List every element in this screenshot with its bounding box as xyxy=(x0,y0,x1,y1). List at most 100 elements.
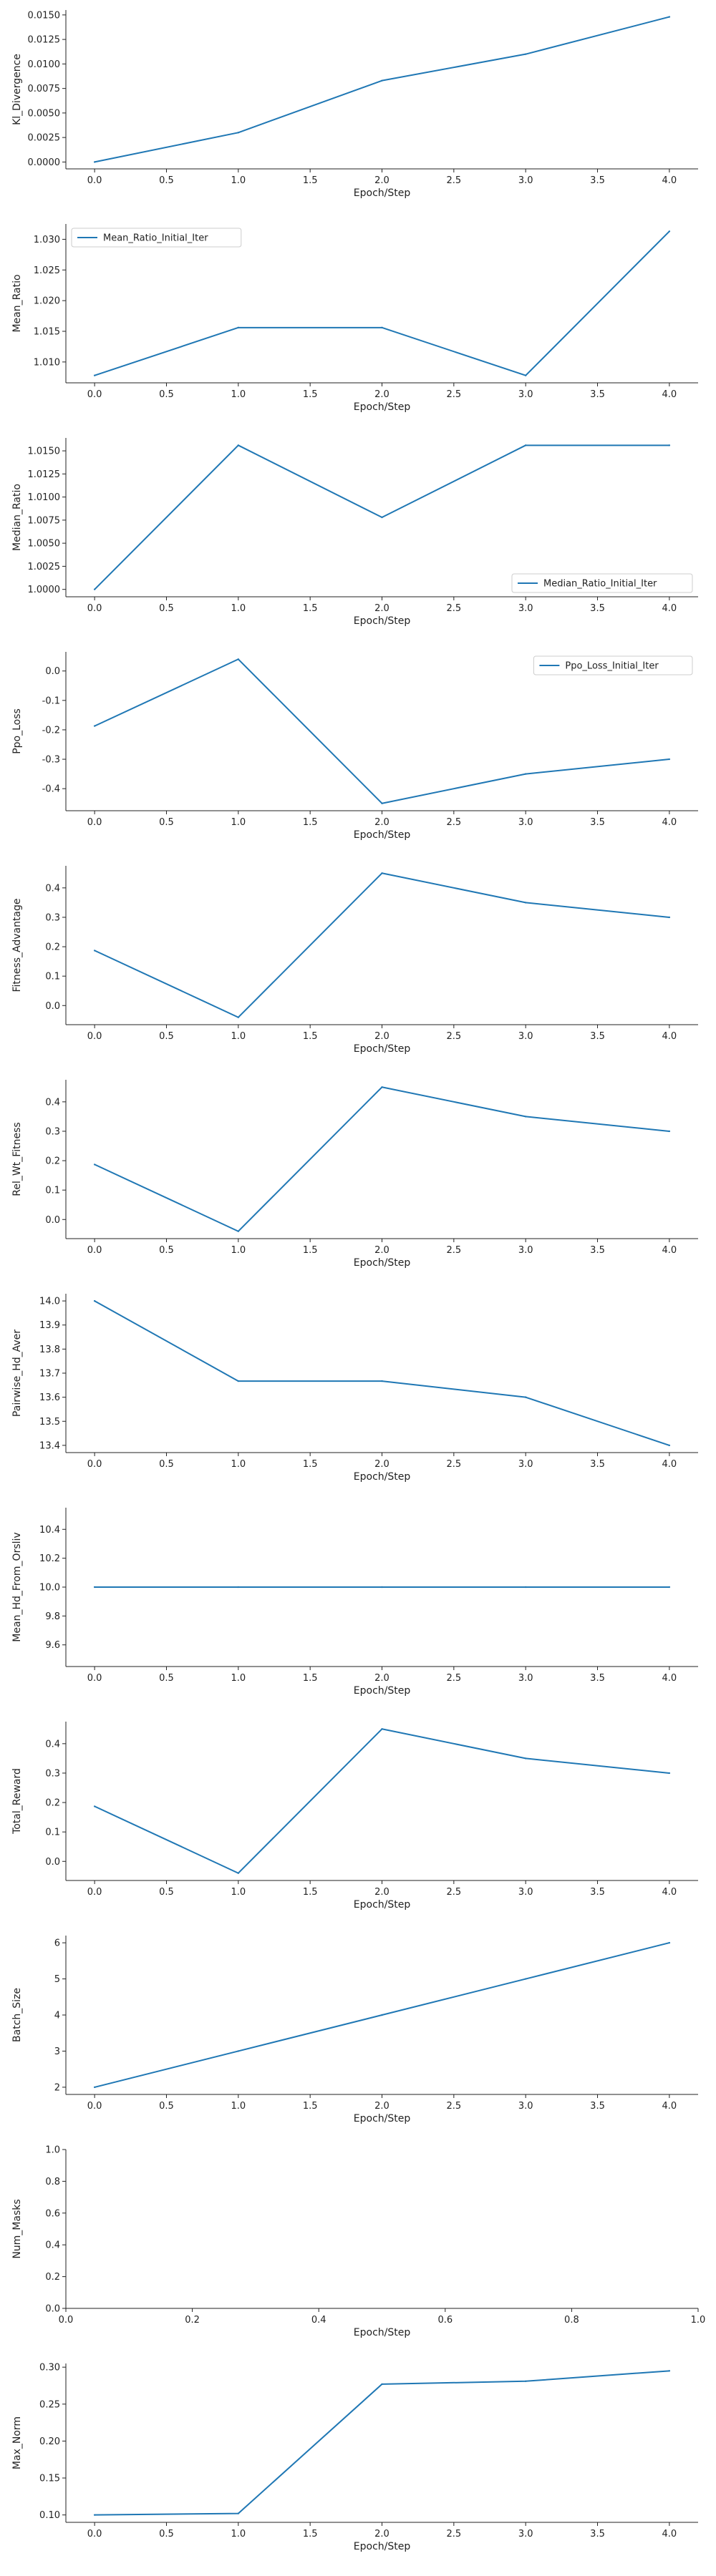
x-tick-label: 0.6 xyxy=(437,2315,453,2326)
y-tick-label: 1.0000 xyxy=(28,585,61,595)
x-tick-label: 0.0 xyxy=(87,1887,102,1898)
y-tick-label: 1.030 xyxy=(34,235,60,245)
x-tick-label: 2.5 xyxy=(446,389,461,400)
x-tick-label: 1.0 xyxy=(231,2529,246,2540)
legend-label: Ppo_Loss_Initial_Iter xyxy=(565,661,659,672)
data-point xyxy=(381,2014,383,2016)
data-point xyxy=(237,2512,240,2514)
y-tick-label: 0.4 xyxy=(45,1739,60,1750)
y-tick-label: 13.7 xyxy=(39,1369,60,1380)
x-tick-label: 1.5 xyxy=(303,1245,318,1256)
y-tick-label: 0.3 xyxy=(45,912,60,923)
data-point xyxy=(668,758,671,761)
x-tick-label: 0.0 xyxy=(87,1245,102,1256)
data-point xyxy=(93,950,96,952)
x-tick-label: 1.0 xyxy=(231,817,246,828)
x-tick-label: 1.0 xyxy=(231,2101,246,2112)
data-point xyxy=(668,1130,671,1133)
data-point xyxy=(237,1230,240,1232)
data-point xyxy=(237,444,240,447)
data-point xyxy=(93,1586,96,1589)
x-tick-label: 3.0 xyxy=(518,1245,533,1256)
legend: Median_Ratio_Initial_Iter xyxy=(511,573,693,593)
y-axis-label: Mean_Hd_From_Orsliv xyxy=(11,1532,23,1641)
data-point xyxy=(524,444,527,447)
chart-panel: 0.0 0.5 1.0 1.5 2.0 2.5 3.0 3.5 4.0 0.0 0.1 0.2 0.3 0… xyxy=(11,866,698,1055)
data-point xyxy=(93,374,96,376)
x-tick-label: 3.0 xyxy=(518,175,533,186)
data-point xyxy=(237,132,240,134)
x-tick-label: 3.0 xyxy=(518,603,533,614)
x-tick-label: 2.5 xyxy=(446,1459,461,1470)
legend-box xyxy=(511,573,693,593)
data-point xyxy=(93,2086,96,2089)
y-tick-label: -0.3 xyxy=(42,755,60,766)
x-tick-label: 1.0 xyxy=(231,603,246,614)
x-tick-label: 0.5 xyxy=(159,817,174,828)
data-point xyxy=(524,1757,527,1760)
series-line xyxy=(94,1300,670,1446)
x-tick-label: 1.0 xyxy=(231,1887,246,1898)
y-tick-label: 13.6 xyxy=(39,1392,60,1403)
chart-panel: 0.0 0.5 1.0 1.5 2.0 2.5 3.0 3.5 4.0 1.010 1.015 1.0… xyxy=(11,224,698,413)
y-tick-label: 0.25 xyxy=(39,2399,60,2410)
y-tick-label: 0.0100 xyxy=(28,59,61,70)
y-axis-label: Max_Norm xyxy=(11,2416,23,2469)
x-tick-label: 1.5 xyxy=(303,389,318,400)
x-tick-label: 0.5 xyxy=(159,389,174,400)
y-axis-label: Total_Reward xyxy=(11,1768,23,1835)
x-tick-label: 1.0 xyxy=(691,2315,706,2326)
x-tick-label: 2.5 xyxy=(446,1031,461,1042)
x-axis-label: Epoch/Step xyxy=(354,401,411,413)
data-point xyxy=(237,658,240,660)
x-tick-label: 0.5 xyxy=(159,2101,174,2112)
x-tick-label: 2.5 xyxy=(446,603,461,614)
x-tick-label: 1.0 xyxy=(231,175,246,186)
y-tick-label: 1.0150 xyxy=(28,447,61,457)
x-tick-label: 1.5 xyxy=(303,1887,318,1898)
y-axis-label: Num_Masks xyxy=(11,2199,23,2258)
y-tick-label: 1.0075 xyxy=(28,515,61,526)
x-tick-label: 2.0 xyxy=(374,1245,390,1256)
y-tick-label: 2 xyxy=(54,2082,60,2093)
x-tick-label: 4.0 xyxy=(662,603,677,614)
series-line xyxy=(94,16,670,163)
x-tick-label: 1.5 xyxy=(303,175,318,186)
x-tick-label: 0.0 xyxy=(87,2529,102,2540)
x-tick-label: 1.5 xyxy=(303,817,318,828)
chart-panel: 0.0 0.5 1.0 1.5 2.0 2.5 3.0 3.5 4.0 2 3 4 5 6 Epoch/St… xyxy=(11,1936,698,2124)
data-point xyxy=(381,1728,383,1730)
data-point xyxy=(524,1116,527,1118)
data-point xyxy=(237,1016,240,1018)
x-axis-label: Epoch/Step xyxy=(354,187,411,199)
x-tick-label: 2.0 xyxy=(374,1031,390,1042)
x-tick-label: 0.0 xyxy=(87,1673,102,1684)
data-point xyxy=(93,1299,96,1302)
y-tick-label: 0.0075 xyxy=(28,84,61,94)
x-tick-label: 3.5 xyxy=(590,1673,605,1684)
y-axis-label: Median_Ratio xyxy=(11,484,23,551)
x-tick-label: 4.0 xyxy=(662,389,677,400)
x-tick-label: 3.5 xyxy=(590,1245,605,1256)
x-tick-label: 0.5 xyxy=(159,1673,174,1684)
x-tick-label: 4.0 xyxy=(662,1459,677,1470)
chart-panel: 0.0 0.5 1.0 1.5 2.0 2.5 3.0 3.5 4.0 0.0000 0.0025 0… xyxy=(11,10,698,199)
data-point xyxy=(668,1586,671,1589)
y-tick-label: 5 xyxy=(54,1974,60,1985)
x-tick-label: 0.0 xyxy=(87,603,102,614)
x-tick-label: 2.5 xyxy=(446,817,461,828)
data-point xyxy=(668,2370,671,2372)
data-point xyxy=(381,326,383,329)
y-tick-label: 1.0 xyxy=(45,2145,60,2156)
legend: Mean_Ratio_Initial_Iter xyxy=(71,228,242,248)
data-point xyxy=(668,16,671,18)
y-tick-label: 0.4 xyxy=(45,883,60,894)
x-tick-label: 3.0 xyxy=(518,1031,533,1042)
x-tick-label: 3.5 xyxy=(590,1031,605,1042)
x-tick-label: 1.0 xyxy=(231,1245,246,1256)
legend-box xyxy=(71,228,242,248)
x-tick-label: 3.0 xyxy=(518,1887,533,1898)
x-tick-label: 3.0 xyxy=(518,2101,533,2112)
y-tick-label: 0.2 xyxy=(45,942,60,953)
x-tick-label: 1.0 xyxy=(231,1459,246,1470)
